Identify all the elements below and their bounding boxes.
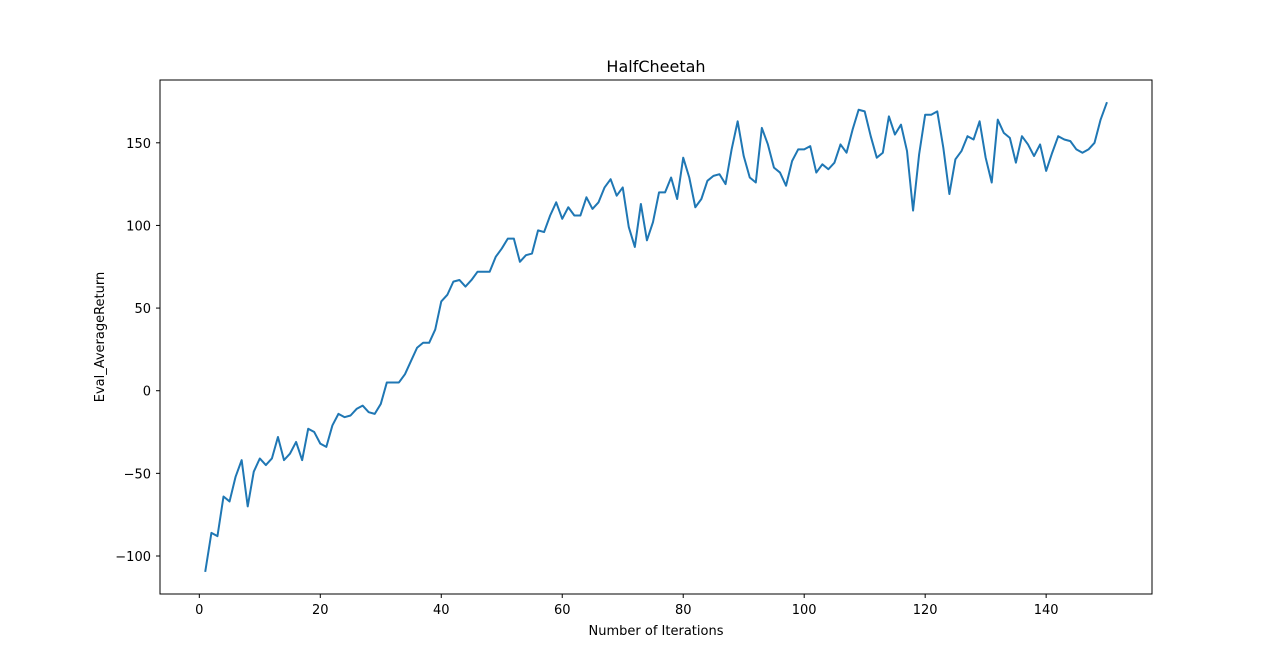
series-line-0 [204,101,1108,573]
x-tick-label: 40 [433,603,450,618]
y-tick-label: 100 [126,219,151,234]
x-axis-label: Number of Iterations [589,624,724,639]
x-axis: 0 20 40 60 80 100 120 140 [195,594,1059,618]
x-tick-label: 140 [1034,603,1059,618]
x-tick-label: 80 [675,603,692,618]
x-tick-label: 60 [554,603,571,618]
y-tick-label: −50 [124,467,151,482]
x-tick-label: 0 [195,603,203,618]
x-tick-label: 120 [913,603,938,618]
y-axis-label: Eval_AverageReturn [93,272,108,403]
plot-area [204,101,1108,573]
chart-title: HalfCheetah [606,57,705,76]
x-tick-label: 20 [312,603,329,618]
y-tick-label: 50 [134,302,151,317]
y-tick-label: 0 [143,385,151,400]
y-tick-label: −100 [115,550,151,565]
axes-frame [159,79,1153,595]
x-tick-label: 100 [792,603,817,618]
y-axis: −100 −50 0 50 100 150 [115,137,160,565]
y-tick-label: 150 [126,137,151,152]
